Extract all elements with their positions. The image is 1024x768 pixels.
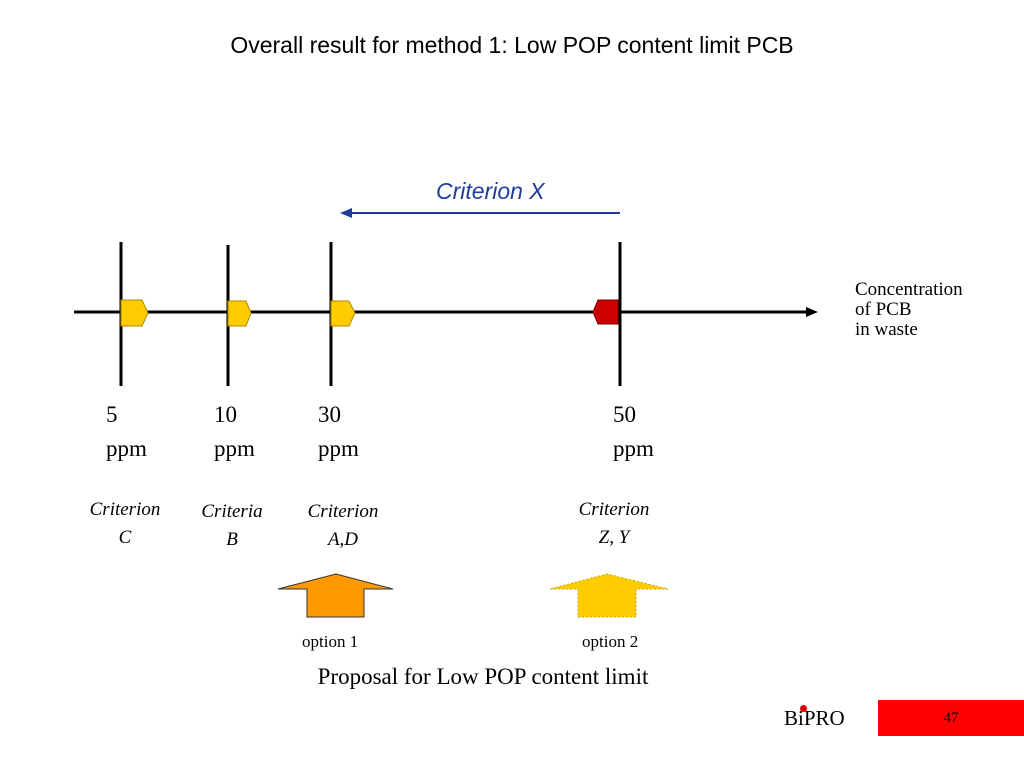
tick-unit: ppm bbox=[613, 436, 654, 461]
tick-label-10: 10 ppm bbox=[214, 398, 255, 466]
option-2-label: option 2 bbox=[582, 632, 639, 651]
option-1-label: option 1 bbox=[302, 632, 359, 651]
logo-dot-icon bbox=[800, 705, 807, 712]
tick-value: 30 bbox=[318, 402, 341, 427]
marker-10ppm bbox=[227, 300, 252, 327]
axis-label-line: in waste bbox=[855, 319, 918, 340]
page-number-badge: 47 bbox=[878, 700, 1024, 736]
brand-text: BiPRO bbox=[784, 706, 845, 730]
tick-value: 5 bbox=[106, 402, 118, 427]
marker-50ppm bbox=[592, 299, 619, 325]
tick-unit: ppm bbox=[318, 436, 359, 461]
criterion-x-label: Criterion X bbox=[436, 178, 545, 204]
tick-value: 50 bbox=[613, 402, 636, 427]
criterion-ad-label: Criterion A,D bbox=[290, 498, 396, 554]
marker-30ppm bbox=[330, 300, 356, 327]
option-2-arrow bbox=[549, 573, 669, 618]
criterion-line1: Criterion bbox=[89, 499, 161, 520]
proposal-label: Proposal for Low POP content limit bbox=[317, 664, 649, 689]
option-1-arrow bbox=[277, 573, 394, 618]
tick-unit: ppm bbox=[106, 436, 147, 461]
criterion-line1: Criterion bbox=[578, 499, 650, 520]
criterion-line2: B bbox=[226, 529, 238, 550]
tick-label-5: 5 ppm bbox=[106, 398, 147, 466]
axis-label-line: Concentration bbox=[855, 279, 963, 300]
criterion-zy-label: Criterion Z, Y bbox=[560, 496, 668, 552]
tick-value: 10 bbox=[214, 402, 237, 427]
axis-label: Concentration of PCB in waste bbox=[855, 280, 963, 340]
axis-label-line: of PCB bbox=[855, 299, 912, 320]
tick-unit: ppm bbox=[214, 436, 255, 461]
slide-title: Overall result for method 1: Low POP con… bbox=[230, 32, 794, 58]
criterion-line2: Z, Y bbox=[598, 527, 630, 548]
criterion-line1: Criteria bbox=[201, 501, 263, 522]
criterion-line1: Criterion bbox=[307, 501, 379, 522]
criterion-x-arrowhead bbox=[340, 208, 352, 218]
criterion-c-label: Criterion C bbox=[72, 496, 178, 552]
tick-label-50: 50 ppm bbox=[613, 398, 654, 466]
tick-label-30: 30 ppm bbox=[318, 398, 359, 466]
criterion-line2: A,D bbox=[327, 529, 359, 550]
criteria-b-label: Criteria B bbox=[182, 498, 282, 554]
axis-arrowhead bbox=[806, 307, 818, 317]
bipro-logo: BiPRO bbox=[784, 705, 845, 731]
page-number: 47 bbox=[943, 709, 959, 726]
criterion-line2: C bbox=[118, 527, 132, 548]
marker-5ppm bbox=[120, 299, 149, 327]
